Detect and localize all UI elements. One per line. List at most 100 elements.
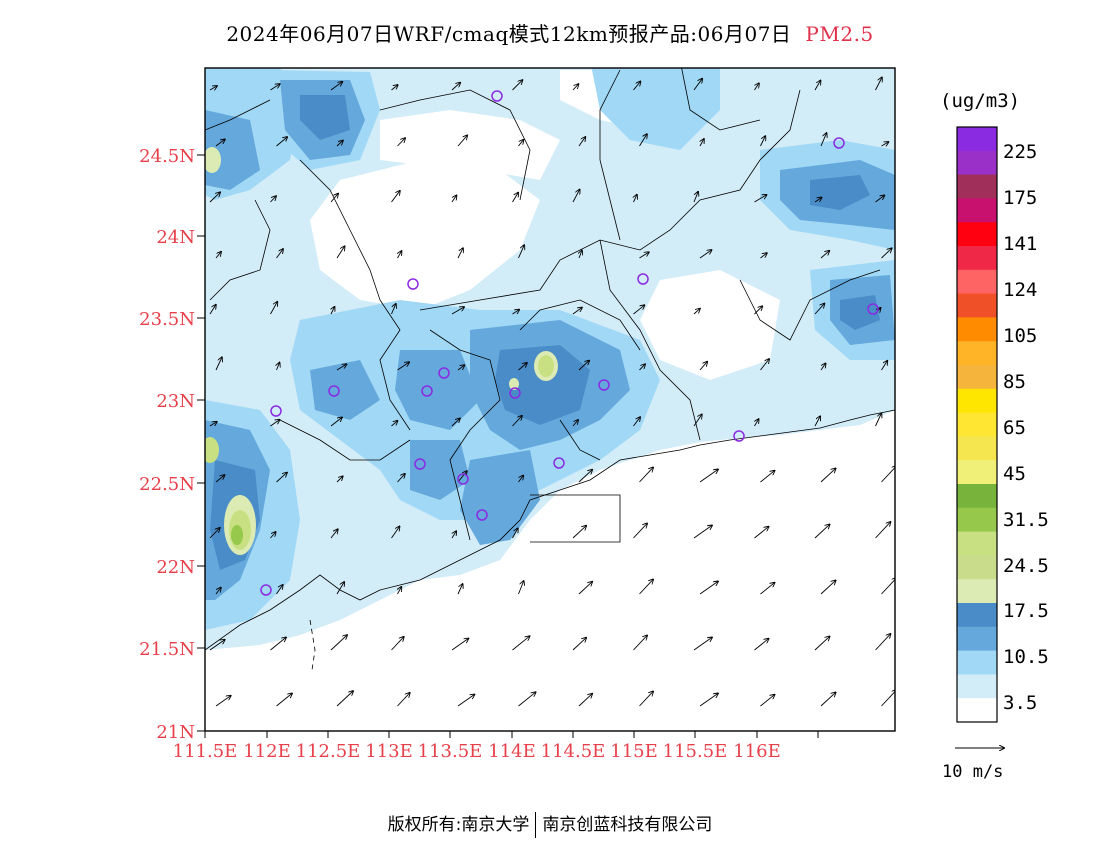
wind-arrow [572,638,586,651]
station-marker [270,405,282,417]
legend-swatch [957,341,997,366]
station-marker [260,584,272,596]
wind-arrow [699,469,718,483]
footer-company: 南京创蓝科技有限公司 [542,815,713,835]
wind-arrow [391,527,400,539]
wind-arrow [875,522,891,539]
wind-arrow [875,413,882,427]
wind-arrow [639,691,654,707]
wind-arrow [276,473,287,483]
concentration-field [205,68,895,731]
wind-arrow [215,252,221,259]
wind-arrow [277,363,280,371]
wind-arrow [336,141,343,147]
wind-arrow [518,140,524,147]
wind-arrow [639,364,646,371]
wind-arrow [391,421,398,427]
wind-arrow [639,252,649,259]
wind-arrow [512,636,530,651]
legend-label: 225 [1003,141,1037,163]
wind-arrow [820,363,826,371]
wind-arrow [633,523,648,539]
lat-tick-label: 22.5N [139,474,195,495]
wind-arrow [699,362,707,371]
station-marker [407,278,419,290]
station-marker [833,137,845,149]
wind-vector-field [209,78,895,707]
station-marker [438,367,450,379]
latitude-axis: 24.5N 24N 23.5N 23N 22.5N 22N 21.5N 21N [139,146,205,743]
legend-label: 24.5 [1003,555,1049,577]
wind-arrow [881,248,892,259]
wind-arrow [457,584,463,595]
legend-frame [956,126,998,723]
wind-arrow [518,363,527,371]
title-pollutant: PM2.5 [805,22,874,46]
wind-arrow [451,418,460,427]
legend-swatch [957,555,997,580]
lon-tick-label: 115E [610,741,658,762]
wind-arrow [391,85,398,91]
wind-arrow [457,365,464,371]
wind-arrow [572,308,582,315]
wind-arrow [814,416,820,427]
lat-tick-label: 21N [156,722,195,743]
wind-arrow [330,635,347,651]
wind-arrow [875,634,891,651]
lon-tick-label: 112E [243,741,291,762]
lat-tick-label: 23N [156,391,195,412]
wind-arrow [451,307,464,315]
wind-arrow [330,417,342,427]
wind-arrow [820,580,836,595]
wind-arrow [754,306,763,315]
wind-arrow [331,307,335,315]
legend-swatch [957,650,997,675]
legend-swatch [957,317,997,342]
wind-arrow [215,696,231,707]
wind-arrow [209,422,217,426]
wind-arrow [270,302,278,315]
lon-tick-label: 116E [733,741,781,762]
wind-arrow [693,79,702,91]
wind-arrow [578,361,589,371]
legend-swatch [957,412,997,437]
legend-swatch [957,388,997,414]
legend-labels: 225 175 141 124 105 85 65 45 31.5 24.5 1… [1003,141,1049,714]
wind-arrow [633,417,641,427]
wind-arrow [699,581,718,595]
wind-arrow [336,691,353,707]
station-marker [553,457,565,469]
legend-label: 124 [1003,279,1037,301]
wind-arrow [398,251,402,259]
wind-arrow [276,249,284,259]
wind-arrow [209,86,217,90]
wind-arrow [760,136,766,147]
lon-tick-label: 112.5E [296,741,361,762]
legend-unit: (ug/m3) [940,90,1021,112]
wind-arrow [451,195,457,203]
wind-arrow [693,309,700,315]
station-marker [414,458,426,470]
wind-arrow [755,419,759,427]
wind-arrow [760,359,770,371]
station-marker [598,379,610,391]
station-marker [733,430,745,442]
lat-tick-label: 21.5N [139,639,195,660]
wind-arrow [572,84,578,91]
lon-tick-label: 114.5E [541,741,606,762]
station-marker [509,387,521,399]
legend-label: 3.5 [1003,692,1037,714]
lon-tick-label: 113E [365,741,413,762]
wind-arrow [633,82,641,91]
legend-label: 31.5 [1003,509,1049,531]
lon-tick-label: 113.5E [418,741,483,762]
wind-arrow [276,585,283,595]
wind-arrow [215,588,221,595]
wind-arrow [276,693,293,707]
legend-swatch [957,507,997,533]
wind-scale-label: 10 m/s [942,762,1004,782]
legend-label: 65 [1003,417,1026,439]
lat-tick-label: 23.5N [139,309,195,330]
wind-arrow [693,192,698,203]
